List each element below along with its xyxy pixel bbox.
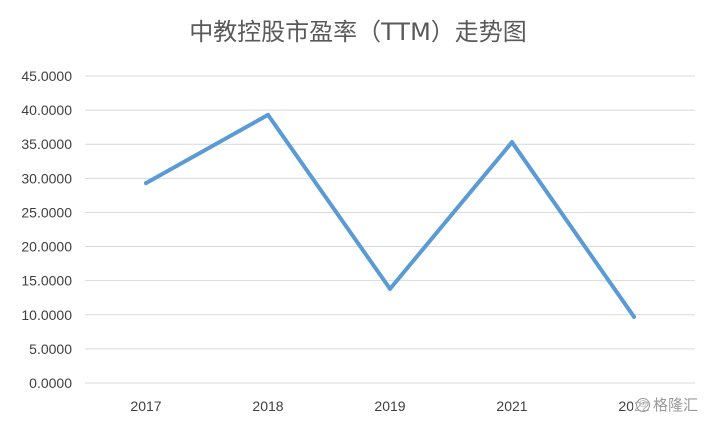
x-tick-label: 2021 bbox=[496, 398, 527, 414]
watermark-text: 格隆汇 bbox=[652, 396, 698, 414]
y-tick-label: 35.0000 bbox=[21, 136, 72, 152]
chart-title: 中教控股市盈率（TTM）走势图 bbox=[189, 18, 527, 46]
y-tick-label: 40.0000 bbox=[21, 102, 72, 118]
x-tick-label: 2018 bbox=[252, 398, 283, 414]
y-tick-label: 0.0000 bbox=[29, 375, 72, 391]
gridlines bbox=[85, 75, 695, 384]
y-tick-label: 5.0000 bbox=[29, 341, 72, 357]
y-tick-label: 15.0000 bbox=[21, 273, 72, 289]
data-point bbox=[388, 286, 392, 291]
x-axis-tick-labels: 20172018201920212022 bbox=[130, 398, 649, 414]
series-line bbox=[144, 112, 636, 319]
data-point bbox=[144, 181, 148, 186]
y-tick-label: 45.0000 bbox=[21, 68, 72, 84]
data-point bbox=[510, 140, 514, 145]
y-tick-label: 25.0000 bbox=[21, 204, 72, 220]
y-tick-label: 30.0000 bbox=[21, 170, 72, 186]
y-axis-tick-labels: 0.0000 5.0000 10.0000 15.0000 20.0000 25.0000… bbox=[21, 68, 72, 391]
data-point bbox=[266, 112, 270, 117]
y-tick-label: 10.0000 bbox=[21, 307, 72, 323]
y-tick-label: 20.0000 bbox=[21, 239, 72, 255]
x-tick-label: 2019 bbox=[374, 398, 405, 414]
x-tick-label: 2017 bbox=[130, 398, 161, 414]
data-point bbox=[632, 314, 636, 319]
circle-logo-icon: ◎ bbox=[635, 397, 650, 412]
watermark: ◎ 格隆汇 bbox=[632, 393, 701, 416]
series-layer bbox=[144, 112, 636, 319]
